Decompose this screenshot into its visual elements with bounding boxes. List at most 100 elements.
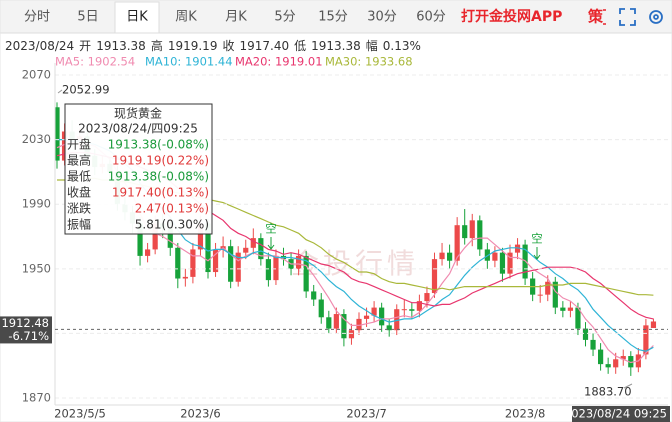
tab[interactable]: 60分 (416, 10, 446, 25)
watermark: 金投行情 (291, 247, 419, 280)
candle-body (371, 307, 377, 316)
candle-body (303, 255, 309, 292)
x-crosshair-box (572, 406, 670, 422)
tooltip-value: 1917.40(0.13%) (112, 186, 209, 200)
legend-item: MA30: 1933.68 (325, 55, 413, 69)
x-crosshair-label: 2023/08/24 09:25 (564, 407, 667, 421)
info-item: 1917.40 (239, 39, 289, 53)
candle-body (598, 349, 604, 365)
tab[interactable]: 5日 (77, 10, 98, 25)
x-tick-label: 2023/8 (505, 407, 545, 421)
candle-body (469, 220, 475, 239)
tooltip-label: 振幅 (67, 217, 91, 232)
info-item: 低 (294, 39, 306, 53)
info-item: 幅 (366, 38, 378, 53)
candle-body (273, 255, 279, 281)
legend-item: MA5: 1902.54 (55, 55, 135, 69)
short-arrow (533, 247, 541, 260)
y-tick-label: 2030 (22, 132, 51, 146)
tab[interactable]: 月K (225, 10, 247, 25)
y-tick-label: 2070 (22, 67, 51, 81)
tab[interactable]: 5分 (274, 10, 295, 25)
candle-body (545, 281, 551, 295)
candle-body (152, 223, 158, 250)
candle-body (590, 339, 596, 350)
tooltip-box (64, 103, 213, 235)
candle-body (416, 301, 422, 311)
tooltip-date: 2023/08/24/四09:25 (78, 122, 198, 136)
tooltip-value: 5.81(0.30%) (135, 218, 209, 232)
candle-body (620, 356, 626, 360)
candle-body (582, 328, 589, 340)
candle-body (182, 276, 188, 279)
candle-body (167, 228, 173, 248)
candle-body (394, 309, 400, 331)
high-pointer (57, 89, 63, 94)
candle-body (605, 364, 611, 368)
candle-body (575, 307, 581, 329)
x-tick-label: 2023/7 (346, 407, 386, 421)
candle-body (190, 249, 196, 277)
candle-body (243, 247, 249, 253)
active-tab-bg (114, 1, 160, 34)
candle-body (454, 225, 460, 261)
annotation: 1883.70 (584, 385, 632, 399)
candle-body (431, 259, 438, 294)
annotation: 2052.99 (62, 83, 110, 97)
tooltip-value: 1919.19(0.22%) (112, 154, 209, 168)
y-tick-label: 1870 (22, 391, 51, 405)
tab[interactable]: 15分 (318, 10, 348, 25)
crosshair-change: -6.71% (8, 329, 49, 343)
x-tick-label: 2023/6 (180, 407, 220, 421)
tab[interactable]: 日K (126, 10, 148, 25)
candle-body (318, 299, 324, 318)
settings-icon-core (653, 14, 659, 20)
app-promo[interactable]: 打开金投网APP (461, 8, 562, 25)
low-pointer (623, 383, 633, 389)
tooltip-label: 开盘 (67, 137, 91, 152)
candle-body (296, 255, 302, 269)
info-item: 2023/08/24 (5, 39, 74, 53)
info-item: 收 (222, 39, 234, 53)
candle-body (499, 252, 506, 274)
crosshair-box (0, 316, 52, 344)
tooltip-value: 2.47(0.13%) (135, 202, 209, 216)
tab[interactable]: 30分 (367, 10, 397, 25)
candle-body (447, 252, 453, 261)
settings-button[interactable] (649, 10, 663, 24)
candle-body (265, 259, 271, 281)
candle-body (326, 317, 332, 329)
tooltip-label: 最高 (67, 153, 91, 168)
candle-body (409, 309, 415, 311)
tooltip-value: 1913.38(-0.08%) (108, 170, 209, 184)
tab[interactable]: 分时 (24, 10, 50, 25)
strategy-button[interactable]: 策 (587, 8, 604, 26)
candle-body (514, 244, 521, 253)
candle-body (205, 223, 211, 273)
y-tick-label: 1990 (22, 197, 51, 211)
info-bar: 2023/08/24 开 1913.38 高 1919.19 收 1917.40 低 1913.… (5, 38, 421, 53)
candle-body (424, 293, 430, 302)
info-item: 0.13% (383, 39, 421, 53)
candle-body (228, 246, 234, 282)
x-tick-label: 2023/5/5 (54, 407, 106, 421)
info-item: 开 (79, 39, 91, 53)
candle-body (175, 247, 181, 279)
candle-body (492, 252, 498, 261)
candle-body (348, 330, 355, 339)
candle-body (643, 325, 649, 355)
candle-body (507, 252, 513, 274)
candle-body (477, 220, 483, 250)
y-tick-label: 1950 (22, 261, 51, 275)
candle-body (537, 294, 543, 296)
candle-body (379, 307, 385, 326)
tab[interactable]: 周K (175, 10, 197, 25)
plot: 金投行情 MA5: 1902.54 MA10: 1901.44 MA20: 1919.… (0, 55, 670, 422)
tooltip-label: 涨跌 (67, 201, 91, 216)
candle-body (258, 238, 264, 260)
toolbar-bg (0, 0, 672, 33)
fullscreen-button[interactable] (619, 8, 636, 26)
candle-body (439, 252, 445, 260)
tooltip-label: 收盘 (67, 185, 91, 200)
